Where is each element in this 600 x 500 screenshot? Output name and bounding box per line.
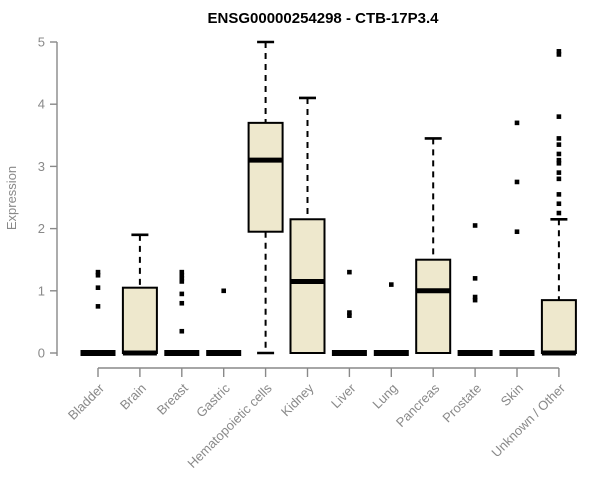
outlier-point-liver-2 — [347, 313, 352, 318]
box-group-hematopoietic-cells — [247, 40, 284, 355]
outlier-point-prostate-2 — [472, 294, 478, 300]
outlier-point-skin-0 — [514, 120, 520, 126]
x-tick-label-liver: Liver — [328, 380, 359, 411]
x-tick-label-prostate: Prostate — [439, 381, 484, 426]
box-group-skin — [499, 120, 535, 356]
iqr-box-hematopoietic-cells — [247, 121, 284, 233]
outlier-point-breast-5 — [179, 300, 185, 306]
outlier-point-unknown-other-11 — [556, 201, 562, 207]
outlier-point-breast-3 — [179, 279, 185, 284]
box-group-bladder — [80, 269, 116, 356]
y-tick-label-1: 1 — [38, 283, 45, 298]
outlier-point-breast-4 — [179, 291, 185, 297]
y-axis-label: Expression — [4, 166, 19, 230]
y-tick-label-5: 5 — [38, 35, 45, 50]
x-tick-label-skin: Skin — [498, 381, 526, 409]
outlier-point-breast-6 — [179, 328, 185, 334]
outlier-point-unknown-other-1 — [556, 52, 562, 57]
outlier-point-skin-1 — [514, 179, 520, 185]
outlier-point-bladder-3 — [95, 304, 101, 309]
plot-area — [80, 40, 577, 356]
outlier-point-unknown-other-10 — [556, 192, 562, 197]
box-group-prostate — [457, 223, 493, 356]
box-group-gastric — [206, 288, 242, 356]
collapsed-box-breast — [164, 350, 200, 356]
outlier-point-prostate-1 — [472, 276, 478, 281]
outlier-point-unknown-other-5 — [556, 151, 562, 157]
outlier-point-unknown-other-3 — [556, 136, 562, 141]
x-tick-label-unknown-other: Unknown / Other — [488, 380, 568, 460]
collapsed-box-lung — [373, 350, 409, 356]
iqr-box-pancreas — [415, 258, 452, 355]
outlier-point-unknown-other-9 — [556, 176, 562, 182]
outlier-point-bladder-1 — [95, 272, 101, 278]
box-group-liver — [331, 269, 367, 356]
iqr-box-brain — [121, 286, 158, 354]
outlier-point-lung-0 — [389, 282, 394, 287]
outlier-point-unknown-other-2 — [556, 114, 562, 119]
outlier-point-liver-1 — [347, 310, 352, 315]
y-axis: 0 1 2 3 4 5 — [38, 35, 58, 361]
outlier-point-breast-1 — [179, 272, 185, 278]
collapsed-box-bladder — [80, 350, 116, 356]
outlier-point-unknown-other-8 — [556, 170, 562, 175]
box-group-breast — [164, 269, 200, 356]
outlier-point-bladder-2 — [95, 285, 101, 290]
box-group-unknown-other — [540, 49, 577, 356]
collapsed-box-liver — [331, 350, 367, 356]
outlier-point-liver-0 — [347, 269, 352, 275]
x-tick-label-breast: Breast — [154, 380, 191, 417]
collapsed-box-gastric — [206, 350, 242, 356]
box-group-kidney — [289, 96, 326, 354]
x-tick-label-pancreas: Pancreas — [393, 380, 443, 430]
collapsed-box-skin — [499, 350, 535, 356]
outlier-point-unknown-other-7 — [556, 160, 562, 166]
outlier-point-prostate-3 — [472, 297, 478, 303]
x-tick-label-gastric: Gastric — [193, 380, 233, 420]
outlier-point-unknown-other-12 — [556, 210, 562, 216]
outlier-point-unknown-other-6 — [556, 157, 562, 163]
box-group-brain — [121, 233, 158, 356]
y-tick-label-2: 2 — [38, 221, 45, 236]
outlier-point-skin-2 — [514, 229, 520, 235]
outlier-point-breast-0 — [179, 269, 185, 275]
chart-title: ENSG00000254298 - CTB-17P3.4 — [208, 10, 440, 27]
iqr-box-unknown-other — [540, 299, 577, 355]
outlier-point-bladder-0 — [95, 269, 101, 275]
outlier-point-unknown-other-0 — [556, 49, 562, 54]
outlier-point-unknown-other-4 — [556, 142, 562, 147]
box-group-pancreas — [415, 137, 452, 355]
y-tick-label-3: 3 — [38, 159, 45, 174]
collapsed-box-prostate — [457, 350, 493, 356]
x-tick-label-brain: Brain — [117, 381, 149, 413]
outlier-point-breast-2 — [179, 276, 185, 281]
x-tick-label-kidney: Kidney — [278, 380, 317, 419]
outlier-point-prostate-0 — [472, 223, 478, 228]
x-tick-label-lung: Lung — [369, 381, 400, 412]
iqr-box-kidney — [289, 218, 326, 354]
y-tick-label-0: 0 — [38, 346, 45, 361]
y-tick-label-4: 4 — [38, 97, 45, 112]
box-group-lung — [373, 282, 409, 356]
outlier-point-gastric-0 — [221, 288, 226, 294]
x-tick-label-bladder: Bladder — [65, 380, 108, 423]
